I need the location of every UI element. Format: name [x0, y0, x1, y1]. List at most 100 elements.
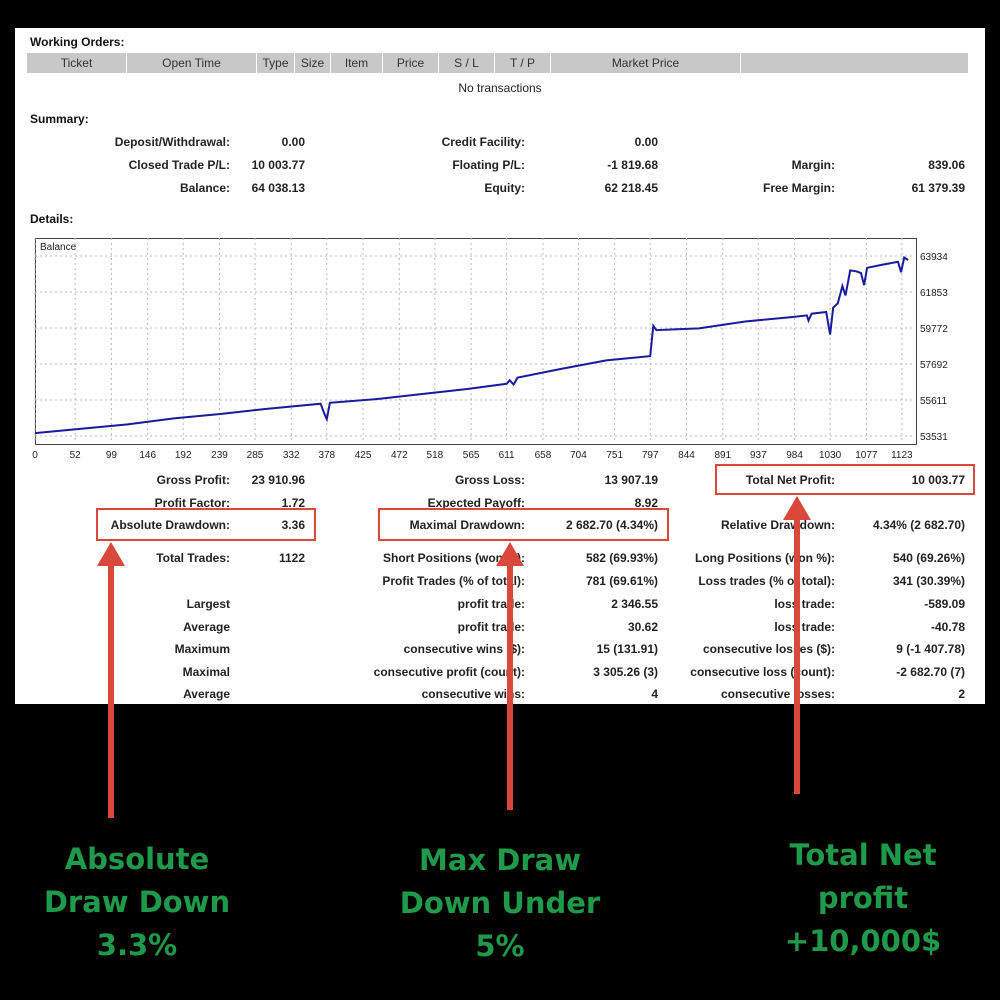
balance-chart-frame	[35, 238, 917, 445]
column-header: Ticket	[27, 53, 127, 73]
arrow-up-icon	[97, 542, 125, 818]
profit-trades-value: 781 (69.61%)	[585, 574, 658, 588]
max-cons-wins-value: 15 (131.91)	[596, 642, 658, 656]
gross-loss-label: Gross Loss:	[454, 473, 525, 487]
x-tick-label: 378	[318, 450, 335, 461]
caption-line: 3.3%	[96, 928, 178, 962]
largest-loss-value: -589.09	[924, 597, 965, 611]
max-drawdown-caption: Max Draw Down Under 5%	[370, 839, 630, 968]
closed-pl-value: 10 003.77	[251, 158, 305, 172]
caption-line: Down Under	[399, 886, 601, 920]
total-trades-label: Total Trades:	[156, 551, 230, 565]
balance-value: 64 038.13	[251, 181, 305, 195]
column-header: Size	[295, 53, 331, 73]
x-tick-label: 565	[463, 450, 480, 461]
free-margin-value: 61 379.39	[911, 181, 965, 195]
closed-pl-label: Closed Trade P/L:	[128, 158, 230, 172]
x-tick-label: 239	[211, 450, 228, 461]
maximal-drawdown-highlight	[378, 508, 669, 541]
maximal-cons-loss-label: consecutive loss (count):	[690, 665, 835, 679]
credit-value: 0.00	[634, 135, 658, 149]
caption-line: Draw Down	[43, 885, 231, 919]
deposit-value: 0.00	[281, 135, 305, 149]
y-tick-label: 63934	[920, 252, 948, 263]
x-tick-label: 0	[32, 450, 38, 461]
caption-line: Max Draw	[419, 843, 581, 877]
largest-loss-label: loss trade:	[774, 597, 835, 611]
chart-title: Balance	[40, 242, 77, 253]
expected-payoff-label: Expected Payoff:	[427, 496, 525, 510]
max-cons-wins-label: consecutive wins ($):	[403, 642, 525, 656]
avg-cons-wins-label: consecutive wins:	[421, 687, 525, 701]
long-positions-label: Long Positions (won %):	[695, 551, 835, 565]
x-tick-label: 52	[70, 450, 82, 461]
x-tick-label: 891	[714, 450, 731, 461]
x-tick-label: 1123	[891, 450, 913, 461]
equity-value: 62 218.45	[604, 181, 658, 195]
short-positions-label: Short Positions (won %):	[383, 551, 525, 565]
x-tick-label: 704	[570, 450, 587, 461]
absolute-drawdown-label: Absolute Drawdown:	[110, 518, 230, 532]
profit-factor-label: Profit Factor:	[154, 496, 230, 510]
largest-label: Largest	[186, 597, 230, 611]
largest-profit-value: 2 346.55	[611, 597, 658, 611]
summary-title: Summary:	[30, 112, 89, 126]
free-margin-label: Free Margin:	[762, 181, 835, 195]
avg-cons-losses-label: consecutive losses:	[720, 687, 835, 701]
absolute-drawdown-value: 3.36	[281, 518, 305, 532]
caption-line: 5%	[475, 929, 525, 963]
maximal-drawdown-label: Maximal Drawdown:	[409, 518, 525, 532]
maximal-label: Maximal	[182, 665, 230, 679]
absolute-drawdown-highlight	[96, 508, 316, 541]
column-header: T / P	[495, 53, 551, 73]
balance-chart: 53531 55611 57692 59772 61853 63934 0 52 99 146 19…	[32, 238, 948, 461]
arrow-up-icon	[496, 542, 524, 810]
x-tick-label: 658	[535, 450, 552, 461]
x-tick-label: 472	[391, 450, 408, 461]
column-header	[741, 53, 969, 73]
x-tick-label: 1077	[855, 450, 878, 461]
x-tick-label: 844	[678, 450, 695, 461]
details-title: Details:	[30, 212, 74, 226]
maximal-cons-profit-value: 3 305.26 (3)	[593, 665, 658, 679]
maximum-label: Maximum	[174, 642, 230, 656]
deposit-label: Deposit/Withdrawal:	[114, 135, 230, 149]
x-tick-label: 984	[786, 450, 803, 461]
x-tick-label: 611	[499, 450, 515, 461]
margin-label: Margin:	[791, 158, 835, 172]
column-header: Open Time	[127, 53, 257, 73]
x-tick-label: 1030	[819, 450, 842, 461]
maximal-drawdown-value: 2 682.70 (4.34%)	[565, 518, 658, 532]
balance-series-line	[34, 255, 909, 435]
column-header: Type	[257, 53, 295, 73]
caption-line: Absolute	[64, 842, 210, 876]
net-profit-caption: Total Net profit +10,000$	[733, 834, 993, 963]
x-tick-label: 797	[642, 450, 659, 461]
loss-trades-label: Loss trades (% of total):	[698, 574, 835, 588]
credit-label: Credit Facility:	[441, 135, 525, 149]
floating-pl-label: Floating P/L:	[452, 158, 525, 172]
average2-label: Average	[183, 687, 230, 701]
floating-pl-value: -1 819.68	[607, 158, 658, 172]
total-net-profit-label: Total Net Profit:	[745, 473, 835, 487]
column-header: Market Price	[551, 53, 741, 73]
maximal-cons-profit-label: consecutive profit (count):	[373, 665, 525, 679]
average-label: Average	[183, 620, 230, 634]
maximal-cons-loss-value: -2 682.70 (7)	[896, 665, 965, 679]
caption-line: +10,000$	[784, 924, 942, 958]
total-trades-value: 1122	[278, 551, 305, 565]
avg-cons-losses-value: 2	[958, 687, 965, 701]
profit-factor-value: 1.72	[281, 496, 305, 510]
gross-loss-value: 13 907.19	[604, 473, 658, 487]
y-tick-label: 61853	[920, 288, 948, 299]
avg-cons-wins-value: 4	[651, 687, 658, 701]
y-tick-label: 59772	[920, 324, 948, 335]
column-header: Item	[331, 53, 383, 73]
average-loss-label: loss trade:	[774, 620, 835, 634]
loss-trades-value: 341 (30.39%)	[892, 574, 965, 588]
caption-line: profit	[817, 881, 909, 915]
x-tick-label: 99	[106, 450, 118, 461]
x-tick-label: 192	[175, 450, 192, 461]
y-tick-label: 55611	[920, 396, 948, 407]
